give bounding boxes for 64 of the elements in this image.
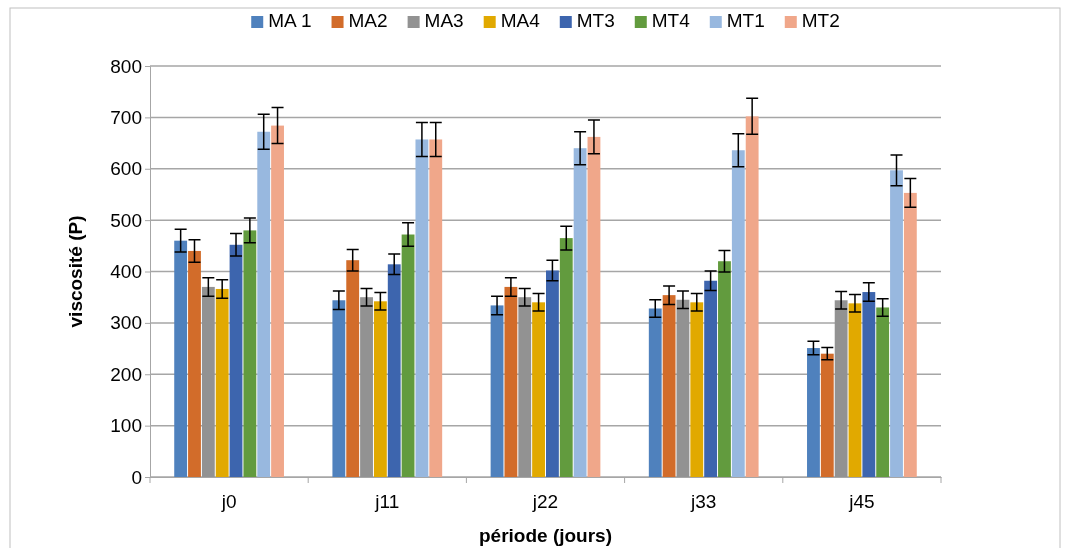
bar [648,308,662,477]
y-tick-label: 300 [110,312,142,334]
bar [573,148,587,477]
y-tick-label: 700 [110,106,142,128]
legend-label: MT1 [726,10,765,31]
y-tick-label: 400 [110,261,142,283]
bar [271,125,284,477]
bar [215,288,229,477]
bar [373,301,387,477]
legend-label: MA3 [424,10,464,31]
bar [903,192,917,477]
bar [229,244,243,477]
bar [518,297,532,477]
bar [820,353,834,477]
bar [745,116,759,477]
y-tick-label: 100 [110,415,142,437]
bar [201,286,215,477]
legend-label: MA4 [500,10,541,31]
bar [415,139,429,477]
x-tick-label: j11 [374,491,400,513]
x-tick-label: j0 [220,491,237,513]
bar [387,264,401,477]
bar [429,139,443,477]
bar [546,270,559,477]
bar [188,250,201,477]
bar [704,280,718,477]
legend-label: MT3 [576,10,615,31]
legend-label: MT4 [651,10,691,31]
y-axis-title: viscosité (P) [65,215,86,328]
bar [257,131,271,477]
bar [332,300,346,477]
bar [731,150,745,477]
bar [346,260,360,477]
y-tick-label: 500 [110,209,142,231]
bar [890,170,903,477]
bar [559,238,573,477]
bar [676,299,690,477]
bar [807,348,820,477]
bar [504,286,518,477]
bar [360,297,373,477]
legend-label: MA2 [348,10,388,31]
bar [587,136,601,477]
bar [848,303,862,477]
x-tick-label: j22 [531,491,559,513]
x-axis-title: période (jours) [478,525,613,546]
y-tick-label: 200 [110,363,142,385]
bar [532,302,545,477]
bar [876,307,890,477]
bar [401,234,415,477]
bar [862,292,876,477]
bar [718,261,731,477]
bar [174,240,188,477]
bar [662,295,676,477]
x-tick-label: j45 [848,491,875,513]
bar [690,302,704,477]
x-tick-label: j33 [690,491,717,513]
y-tick-label: 600 [110,158,142,180]
bar [490,305,504,477]
y-tick-label: 0 [131,466,142,488]
bar [834,300,848,477]
legend-label: MA 1 [268,10,312,31]
legend-label: MT2 [801,10,840,31]
y-tick-label: 800 [110,55,142,77]
bar [243,230,257,477]
